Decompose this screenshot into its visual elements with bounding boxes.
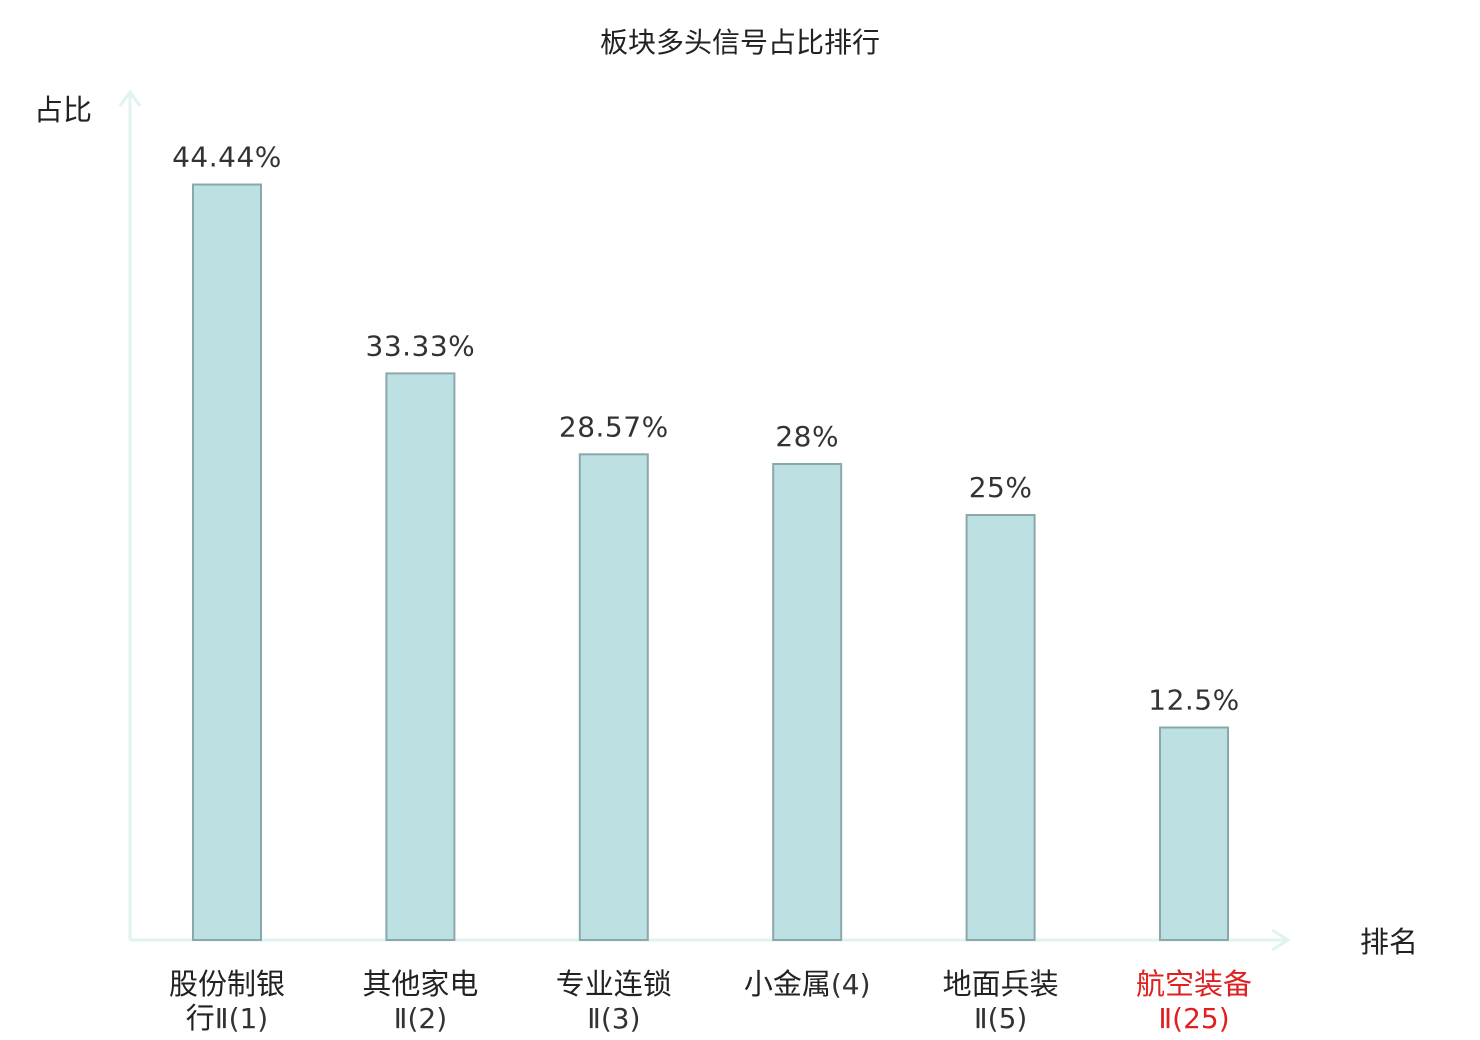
bar <box>1159 726 1229 941</box>
tick-label-line2: 行Ⅱ(1) <box>186 1001 268 1035</box>
tick-label-name: 小金属 <box>744 967 831 1001</box>
data-label: 44.44% <box>172 141 282 174</box>
y-axis-arrow <box>118 89 142 107</box>
chart-title: 板块多头信号占比排行 <box>600 26 880 59</box>
tick-label-rank: (4) <box>831 968 871 1001</box>
data-label: 28% <box>775 420 839 453</box>
bar <box>965 514 1036 941</box>
data-label: 12.5% <box>1148 684 1239 717</box>
tick-label-name-part: 行 <box>186 1001 215 1035</box>
data-label: 25% <box>969 471 1033 504</box>
tick-label-rank: Ⅱ(5) <box>974 1002 1027 1035</box>
data-label: 28.57% <box>559 410 669 443</box>
tick-label: 地面兵装 <box>943 967 1059 1001</box>
bar <box>385 372 456 941</box>
y-axis-label: 占比 <box>34 93 92 127</box>
x-axis-label: 排名 <box>1360 925 1418 959</box>
bar <box>192 183 262 941</box>
tick-label-rank: Ⅱ(2) <box>394 1002 447 1035</box>
data-label: 33.33% <box>366 329 476 362</box>
tick-label: 航空装备 <box>1136 967 1252 1001</box>
tick-label: 小金属(4) <box>744 967 871 1001</box>
tick-label: 股份制银 <box>169 967 285 1001</box>
tick-label: 专业连锁 <box>556 967 672 1001</box>
tick-label-rank: Ⅱ(3) <box>587 1002 640 1035</box>
bar-group: 44.44%股份制银行Ⅱ(1)33.33%其他家电Ⅱ(2)28.57%专业连锁Ⅱ… <box>169 141 1252 1035</box>
bar <box>772 463 843 941</box>
tick-label: 其他家电 <box>362 967 478 1001</box>
tick-label-rank: Ⅱ(25) <box>1158 1002 1229 1035</box>
x-axis-arrow <box>1271 928 1291 952</box>
tick-label-rank: Ⅱ(1) <box>215 1002 268 1035</box>
bar <box>578 453 649 941</box>
